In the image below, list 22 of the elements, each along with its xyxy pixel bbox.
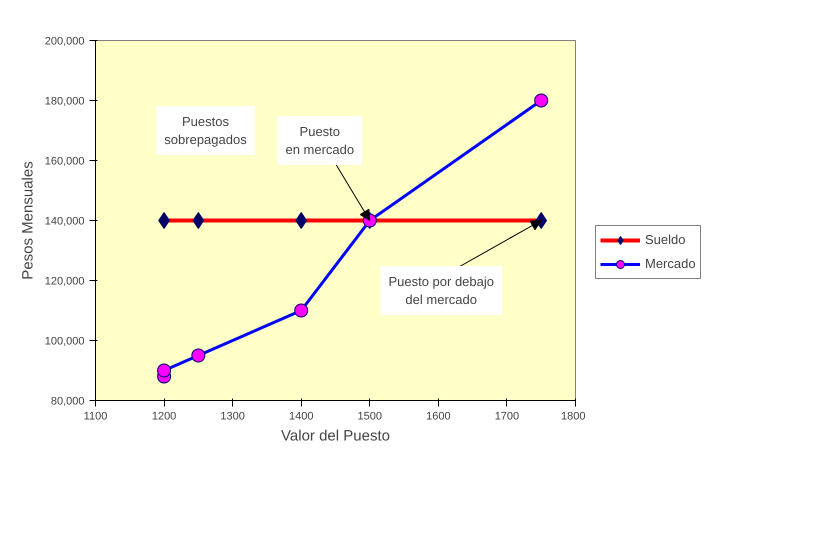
x-tick-label: 1500: [358, 410, 382, 422]
legend-label: Mercado: [645, 256, 696, 271]
x-tick-label: 1100: [84, 410, 108, 422]
y-tick-label: 140,000: [44, 216, 85, 228]
x-tick-label: 1400: [288, 410, 314, 422]
annotation: Puesto por debajo del mercado: [388, 274, 494, 307]
x-axis-title: Valor del Puesto: [281, 428, 390, 444]
x-tick-label: 1300: [220, 410, 245, 422]
y-tick-label: 180,000: [44, 96, 85, 108]
y-tick-label: 120,000: [44, 276, 85, 288]
y-tick-label: 160,000: [44, 156, 85, 168]
annotation: Puestos sobrepagados: [164, 114, 248, 147]
y-tick-label: 200,000: [44, 36, 85, 48]
y-tick-label: 80,000: [50, 396, 85, 408]
x-tick-label: 1700: [494, 410, 520, 422]
legend-label: Sueldo: [645, 232, 686, 247]
y-tick-label: 100,000: [44, 336, 85, 348]
x-tick-label: 1200: [152, 410, 176, 422]
y-axis-title: Pesos Mensuales: [20, 161, 37, 280]
annotation: Puesto en mercado: [285, 124, 354, 157]
x-tick-label: 1600: [426, 410, 451, 422]
x-tick-label: 1800: [561, 410, 586, 422]
